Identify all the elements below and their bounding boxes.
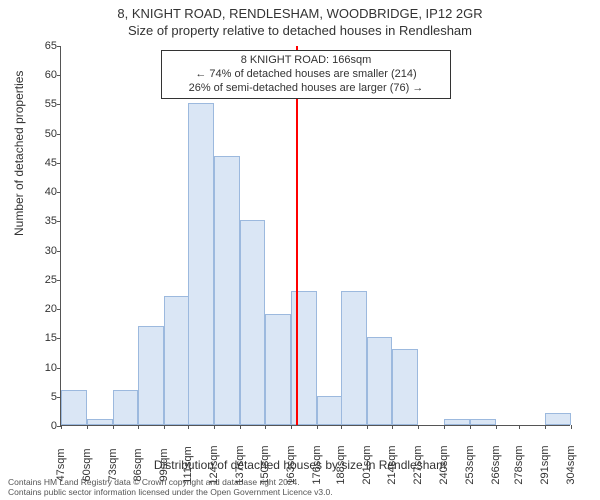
- y-tick-mark: [57, 338, 61, 339]
- x-tick-mark: [291, 425, 292, 429]
- annotation-box: 8 KNIGHT ROAD: 166sqm← 74% of detached h…: [161, 50, 451, 99]
- histogram-bar: [138, 326, 164, 425]
- y-tick-label: 40: [31, 186, 57, 198]
- footer-attribution: Contains HM Land Registry data © Crown c…: [8, 478, 594, 498]
- histogram-bar: [214, 156, 240, 425]
- x-tick-mark: [519, 425, 520, 429]
- y-tick-mark: [57, 251, 61, 252]
- y-tick-label: 50: [31, 128, 57, 140]
- y-tick-label: 35: [31, 215, 57, 227]
- x-tick-mark: [367, 425, 368, 429]
- x-tick-mark: [188, 425, 189, 429]
- y-tick-mark: [57, 221, 61, 222]
- y-tick-label: 60: [31, 69, 57, 81]
- y-tick-label: 5: [31, 391, 57, 403]
- histogram-bar: [188, 103, 214, 425]
- histogram-bar: [392, 349, 418, 425]
- y-tick-mark: [57, 280, 61, 281]
- x-tick-mark: [341, 425, 342, 429]
- histogram-bar: [87, 419, 113, 425]
- histogram-bar: [265, 314, 291, 425]
- x-tick-mark: [444, 425, 445, 429]
- y-tick-mark: [57, 46, 61, 47]
- y-tick-label: 65: [31, 40, 57, 52]
- y-axis-label: Number of detached properties: [12, 71, 26, 236]
- x-tick-mark: [87, 425, 88, 429]
- x-tick-mark: [392, 425, 393, 429]
- title-line-1: 8, KNIGHT ROAD, RENDLESHAM, WOODBRIDGE, …: [0, 6, 600, 21]
- histogram-bar: [291, 291, 317, 425]
- y-tick-label: 45: [31, 157, 57, 169]
- y-tick-label: 55: [31, 98, 57, 110]
- x-axis-label: Distribution of detached houses by size …: [0, 458, 600, 472]
- y-tick-label: 20: [31, 303, 57, 315]
- title-line-2: Size of property relative to detached ho…: [0, 23, 600, 38]
- y-tick-mark: [57, 192, 61, 193]
- histogram-bar: [341, 291, 367, 425]
- y-tick-mark: [57, 309, 61, 310]
- x-tick-mark: [214, 425, 215, 429]
- histogram-bar: [240, 220, 266, 425]
- x-tick-mark: [113, 425, 114, 429]
- histogram-bar: [367, 337, 393, 425]
- y-tick-label: 25: [31, 274, 57, 286]
- y-tick-mark: [57, 75, 61, 76]
- histogram: 0510152025303540455055606547sqm60sqm73sq…: [60, 46, 570, 426]
- y-tick-mark: [57, 163, 61, 164]
- plot-area: 0510152025303540455055606547sqm60sqm73sq…: [60, 46, 570, 426]
- y-tick-mark: [57, 104, 61, 105]
- annotation-line-1: 8 KNIGHT ROAD: 166sqm: [168, 54, 444, 68]
- chart-title-block: 8, KNIGHT ROAD, RENDLESHAM, WOODBRIDGE, …: [0, 0, 600, 38]
- x-tick-mark: [470, 425, 471, 429]
- x-tick-mark: [545, 425, 546, 429]
- x-tick-mark: [240, 425, 241, 429]
- histogram-bar: [470, 419, 496, 425]
- x-tick-mark: [418, 425, 419, 429]
- x-tick-mark: [164, 425, 165, 429]
- x-tick-mark: [496, 425, 497, 429]
- reference-line: [296, 46, 298, 425]
- histogram-bar: [61, 390, 87, 425]
- histogram-bar: [113, 390, 139, 425]
- annotation-line-2: ← 74% of detached houses are smaller (21…: [168, 68, 444, 82]
- histogram-bar: [545, 413, 571, 425]
- y-tick-label: 30: [31, 245, 57, 257]
- y-tick-label: 15: [31, 332, 57, 344]
- x-tick-mark: [265, 425, 266, 429]
- y-tick-mark: [57, 368, 61, 369]
- annotation-line-3: 26% of semi-detached houses are larger (…: [168, 82, 444, 96]
- histogram-bar: [444, 419, 470, 425]
- x-tick-mark: [138, 425, 139, 429]
- x-tick-mark: [61, 425, 62, 429]
- histogram-bar: [317, 396, 343, 425]
- histogram-bar: [164, 296, 190, 425]
- footer-line-2: Contains public sector information licen…: [8, 488, 594, 498]
- y-tick-mark: [57, 134, 61, 135]
- y-tick-label: 0: [31, 420, 57, 432]
- x-tick-mark: [317, 425, 318, 429]
- y-tick-label: 10: [31, 362, 57, 374]
- x-tick-mark: [571, 425, 572, 429]
